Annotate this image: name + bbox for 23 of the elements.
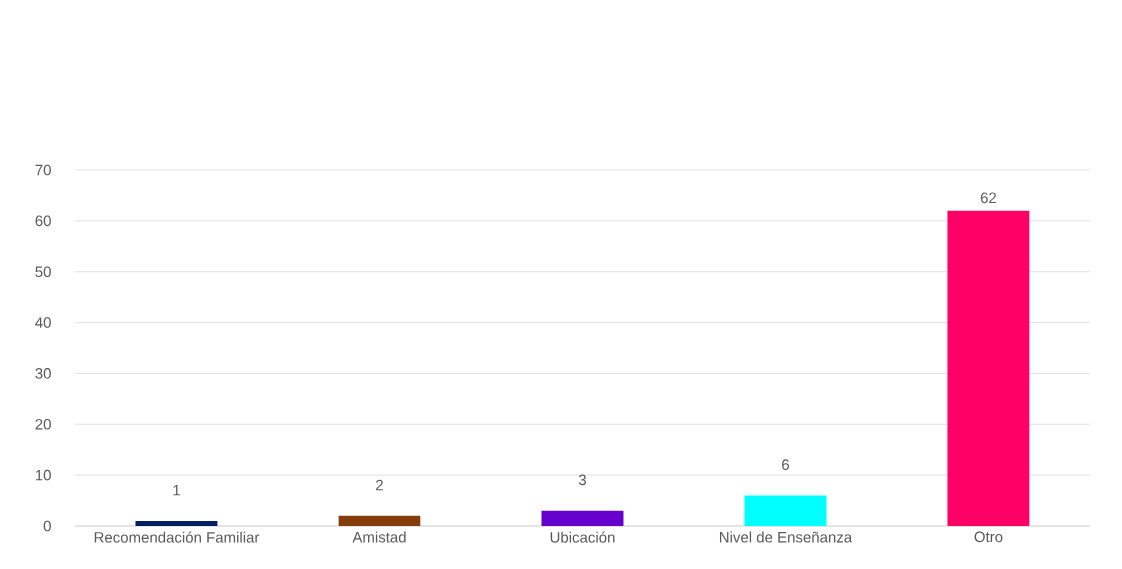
y-tick-label: 30 <box>35 368 51 379</box>
y-tick-label: 0 <box>43 520 51 532</box>
x-tick-label: Ubicación <box>550 531 615 543</box>
bar <box>541 510 624 526</box>
bar <box>744 495 827 526</box>
bar <box>947 210 1030 526</box>
bar <box>135 520 218 526</box>
data-label: 1 <box>173 485 180 496</box>
x-tick-label: Otro <box>974 531 1003 543</box>
y-tick-label: 20 <box>35 418 51 430</box>
x-tick-label: Nivel de Enseñanza <box>719 531 853 543</box>
y-tick-label: 70 <box>35 164 51 176</box>
data-label: 2 <box>376 479 383 491</box>
y-tick-label: 40 <box>35 317 51 328</box>
x-tick-label: Recomendación Familiar <box>94 531 260 543</box>
data-label: 6 <box>782 459 789 470</box>
y-tick-label: 10 <box>35 469 51 481</box>
data-label: 3 <box>578 474 586 486</box>
data-label: 62 <box>980 192 997 204</box>
x-tick-label: Amistad <box>352 531 406 543</box>
y-tick-label: 50 <box>35 266 51 278</box>
bar <box>338 515 421 526</box>
y-tick-label: 60 <box>35 215 51 227</box>
